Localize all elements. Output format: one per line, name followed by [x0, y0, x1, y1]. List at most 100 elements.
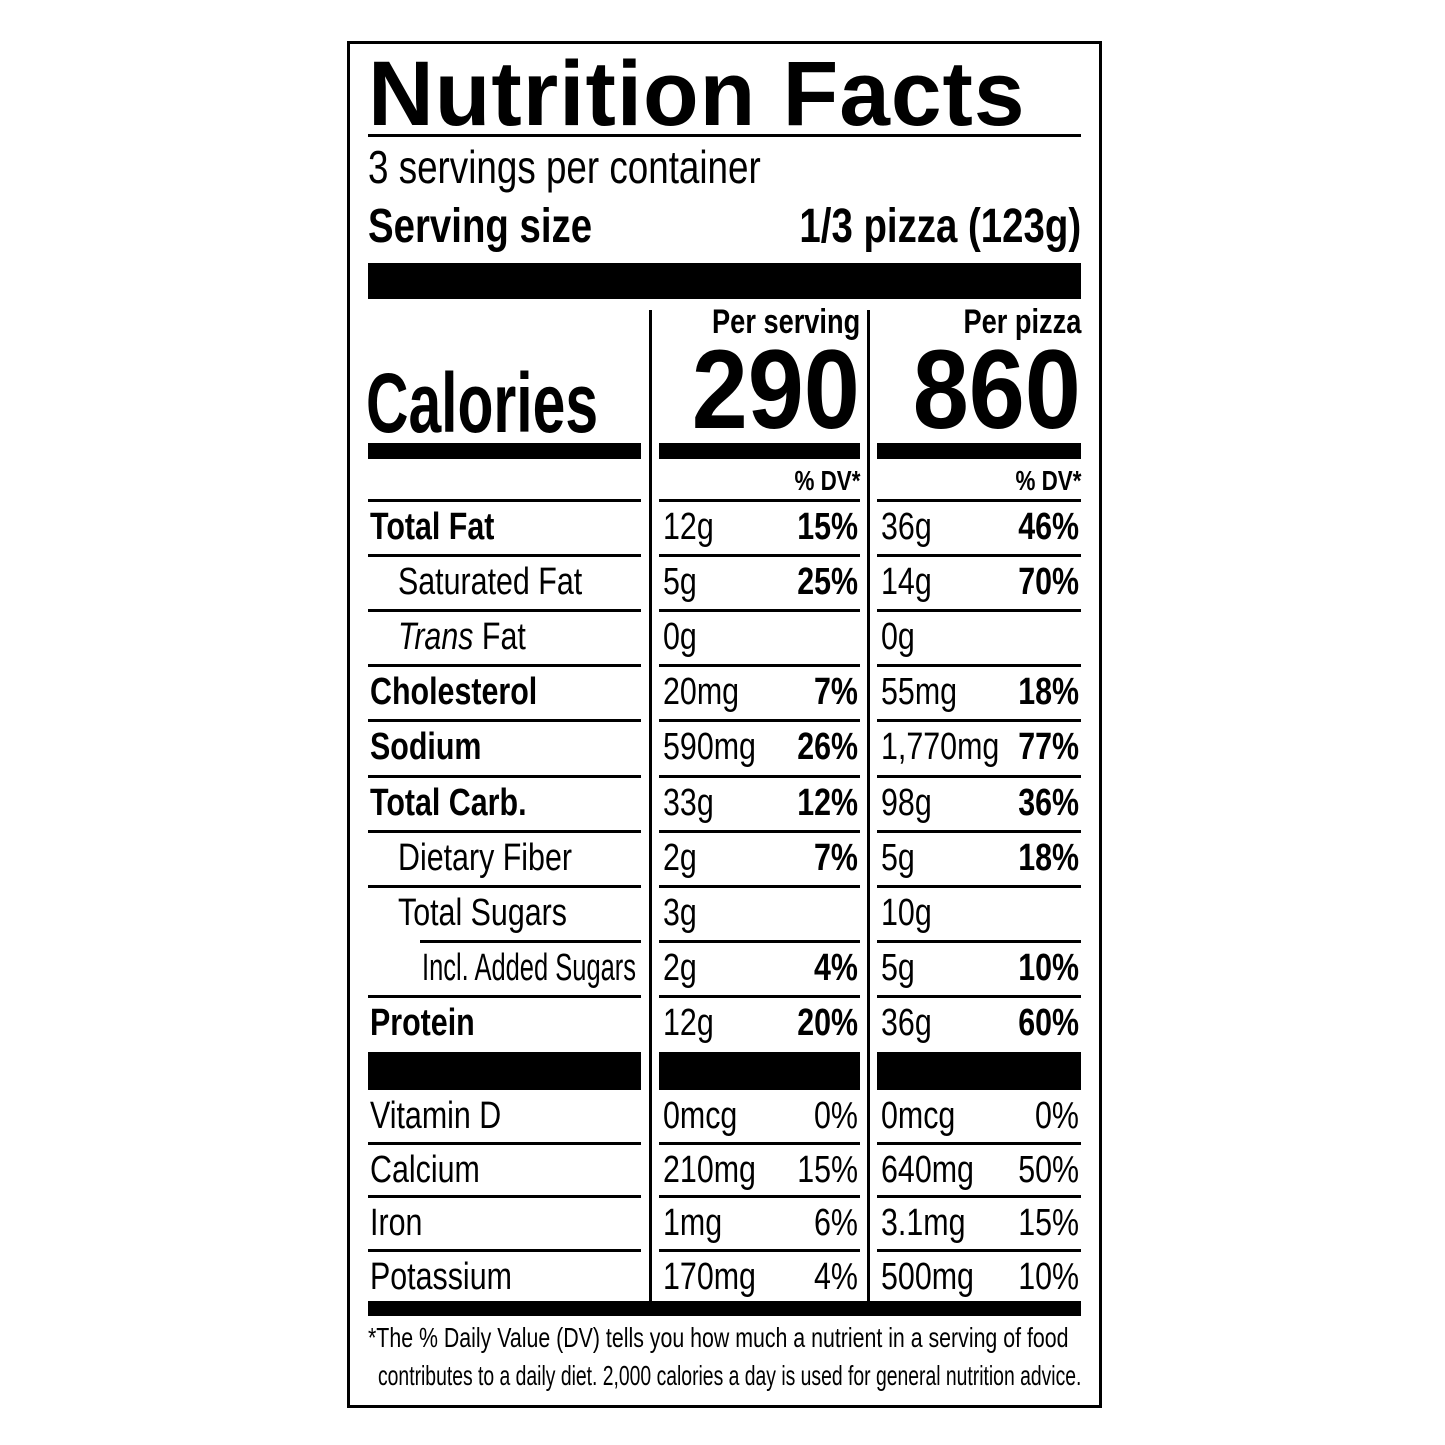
- dv-text: 26%: [797, 726, 858, 768]
- row-divider: [659, 1142, 860, 1145]
- calories-per-serving: 290: [691, 327, 860, 452]
- row-divider: [877, 664, 1081, 667]
- nutrient-dv: 12%: [659, 778, 858, 828]
- label-main: Cholesterol: [370, 671, 538, 713]
- nutrient-dv: 0%: [659, 1091, 858, 1141]
- micronutrient-label: Potassium: [370, 1252, 547, 1302]
- nutrient-dv: 7%: [659, 833, 858, 883]
- bottom-divider: [368, 1301, 1081, 1316]
- dv-text: 0%: [1035, 1095, 1079, 1137]
- calories-per-pizza: 860: [912, 327, 1081, 452]
- thick-divider: [877, 1052, 1081, 1090]
- nutrient-amount: 55mg: [881, 667, 976, 717]
- nutrient-dv: 50%: [877, 1145, 1079, 1195]
- nutrient-dv: [659, 612, 858, 662]
- row-divider: [368, 830, 641, 833]
- nutrient-amount: 1mg: [663, 1198, 737, 1248]
- nutrient-amount: 2g: [663, 833, 705, 883]
- label-main: Protein: [370, 1002, 475, 1044]
- dv-text: 70%: [1018, 561, 1079, 603]
- nutrient-amount: 10g: [881, 888, 944, 938]
- nutrient-dv: 4%: [659, 943, 858, 993]
- nutrient-amount: 12g: [663, 998, 726, 1048]
- row-divider: [659, 719, 860, 722]
- dv-text: 15%: [797, 506, 858, 548]
- dv-text: 6%: [814, 1202, 858, 1244]
- amount-text: 1mg: [663, 1202, 723, 1244]
- dv-text: 36%: [1018, 782, 1079, 824]
- nutrient-amount: 0mcg: [663, 1091, 756, 1141]
- per-pizza-header: Per pizza: [963, 303, 1081, 341]
- nutrient-dv: [877, 612, 1079, 662]
- label-text: Total Sugars: [398, 888, 567, 938]
- dv-text: 0%: [814, 1095, 858, 1137]
- amount-text: 5g: [881, 947, 915, 989]
- amount-text: 55mg: [881, 671, 958, 713]
- dv-text: 15%: [797, 1149, 858, 1191]
- column-divider: [649, 310, 652, 1301]
- thick-divider: [368, 443, 641, 459]
- label-text: Vitamin D: [370, 1095, 502, 1137]
- nutrient-dv: 25%: [659, 557, 858, 607]
- nutrient-dv: 7%: [659, 667, 858, 717]
- amount-text: 36g: [881, 1002, 932, 1044]
- dv-text: 25%: [797, 561, 858, 603]
- row-divider: [877, 499, 1081, 502]
- row-divider: [659, 499, 860, 502]
- row-divider: [877, 830, 1081, 833]
- row-divider: [659, 830, 860, 833]
- micronutrient-label: Iron: [370, 1198, 435, 1248]
- nutrient-amount: 33g: [663, 778, 726, 828]
- nutrient-amount: 36g: [881, 502, 944, 552]
- thick-divider: [659, 443, 860, 459]
- nutrient-amount: 0mcg: [881, 1091, 974, 1141]
- label-text: Dietary Fiber: [398, 833, 572, 883]
- dv-text: 4%: [814, 947, 858, 989]
- nutrient-amount: 500mg: [881, 1252, 997, 1302]
- amount-text: 36g: [881, 506, 932, 548]
- nutrient-amount: 36g: [881, 998, 944, 1048]
- dv-text: 4%: [814, 1256, 858, 1298]
- nutrient-dv: 77%: [877, 722, 1079, 772]
- nutrient-label: Saturated Fat: [398, 557, 628, 607]
- divider: [368, 134, 1081, 137]
- row-divider: [368, 554, 641, 557]
- per-serving-header: Per serving: [711, 303, 860, 341]
- nutrient-amount: 20mg: [663, 667, 758, 717]
- label-text: Saturated Fat: [398, 557, 582, 607]
- label-main: Dietary Fiber: [398, 837, 572, 879]
- nutrient-dv: 15%: [877, 1198, 1079, 1248]
- nutrient-dv: 0%: [877, 1091, 1079, 1141]
- row-divider: [877, 554, 1081, 557]
- row-divider: [659, 1249, 860, 1252]
- row-divider: [368, 499, 641, 502]
- row-divider: [659, 885, 860, 888]
- label-text: Iron: [370, 1202, 423, 1244]
- amount-text: 3g: [663, 892, 697, 934]
- amount-text: 0g: [881, 616, 915, 658]
- nutrition-label: [347, 41, 1102, 1408]
- dv-text: 77%: [1018, 726, 1079, 768]
- nutrient-dv: 20%: [659, 998, 858, 1048]
- amount-text: 5g: [663, 561, 697, 603]
- row-divider: [368, 885, 641, 888]
- column-divider: [867, 310, 870, 1301]
- row-divider: [877, 940, 1081, 943]
- dv-text: 10%: [1018, 947, 1079, 989]
- amount-text: 170mg: [663, 1256, 756, 1298]
- nutrient-dv: 18%: [877, 667, 1079, 717]
- nutrient-amount: 640mg: [881, 1145, 997, 1195]
- row-divider: [368, 995, 641, 998]
- row-divider: [877, 1195, 1081, 1198]
- label-main: Total Fat: [370, 506, 495, 548]
- nutrient-dv: 4%: [659, 1252, 858, 1302]
- nutrient-dv: 15%: [659, 502, 858, 552]
- amount-text: 210mg: [663, 1149, 756, 1191]
- row-divider: [659, 940, 860, 943]
- amount-text: 10g: [881, 892, 932, 934]
- micronutrient-label: Vitamin D: [370, 1091, 534, 1141]
- nutrient-amount: 5g: [663, 557, 705, 607]
- amount-text: 5g: [881, 837, 915, 879]
- amount-text: 640mg: [881, 1149, 974, 1191]
- amount-text: 12g: [663, 506, 714, 548]
